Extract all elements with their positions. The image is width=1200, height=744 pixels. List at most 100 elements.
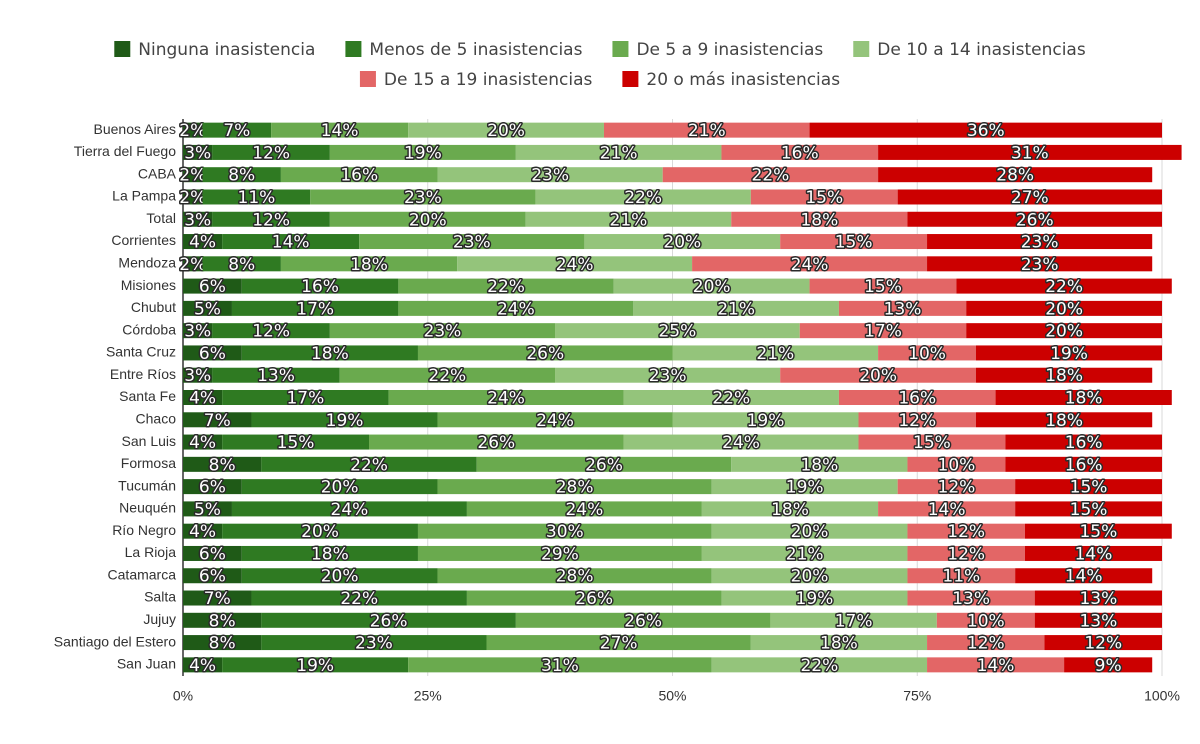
data-label: 2% (179, 166, 206, 186)
y-tick-label: Catamarca (108, 566, 177, 582)
data-label: 7% (204, 589, 231, 609)
data-label: 18% (771, 500, 809, 520)
data-label: 16% (301, 277, 339, 297)
data-label: 12% (947, 522, 985, 542)
bar-segment (721, 144, 879, 160)
data-label: 6% (199, 544, 226, 564)
bar-segment (809, 278, 957, 294)
bar-segment (927, 234, 1153, 250)
data-label: 26% (624, 611, 662, 631)
bar-segment (1024, 523, 1172, 539)
bar-segment (1015, 568, 1153, 584)
bar-segment (212, 323, 330, 339)
bar-segment (183, 211, 213, 227)
data-label: 21% (610, 210, 648, 230)
bar-segment (466, 501, 702, 517)
bar-segment (907, 456, 1006, 472)
data-label: 16% (781, 143, 819, 163)
legend-label: De 5 a 9 inasistencias (636, 40, 823, 60)
bar-segment (183, 167, 203, 183)
bar-segment (261, 456, 477, 472)
data-label: 12% (938, 478, 976, 498)
bar-segment (907, 590, 1035, 606)
data-label: 6% (199, 567, 226, 587)
bar-segment (535, 189, 751, 205)
bar-segment (623, 390, 839, 405)
bar-segment (329, 211, 526, 227)
bar-segment (966, 300, 1162, 316)
bar-segment (241, 545, 418, 561)
bar-segment (183, 122, 203, 138)
data-label: 11% (942, 567, 980, 587)
bar-segment (995, 390, 1172, 405)
data-label: 19% (296, 656, 334, 676)
data-label: 15% (1079, 522, 1117, 542)
legend-label: De 10 a 14 inasistencias (877, 40, 1086, 60)
data-label: 19% (1050, 344, 1088, 364)
bar-segment (750, 635, 928, 651)
data-label: 16% (1065, 433, 1103, 453)
bar-segment (515, 144, 722, 160)
bar-segment (799, 323, 967, 339)
data-label: 27% (600, 634, 638, 654)
bar-segment (975, 412, 1153, 428)
legend-swatch (853, 41, 870, 57)
bar-segment (907, 211, 1162, 227)
data-label: 24% (536, 411, 574, 431)
bar-segment (183, 412, 252, 428)
bar-segment (1044, 635, 1162, 651)
bar-segment (202, 256, 281, 272)
data-label: 22% (428, 366, 466, 386)
data-label: 20% (1045, 322, 1083, 342)
bar-segment (231, 300, 399, 316)
y-tick-label: Chaco (136, 410, 177, 426)
bar-segment (183, 590, 252, 606)
data-label: 19% (747, 411, 785, 431)
bar-segment (251, 590, 467, 606)
bar-segment (662, 167, 879, 183)
y-tick-label: Entre Ríos (110, 366, 176, 382)
legend-label: De 15 a 19 inasistencias (384, 70, 593, 90)
bar-segment (417, 545, 702, 561)
data-label: 23% (531, 166, 569, 186)
data-label: 12% (252, 322, 290, 342)
data-label: 18% (350, 255, 388, 275)
bar-segment (711, 657, 928, 673)
y-tick-label: Chubut (131, 299, 176, 315)
bar-segment (975, 345, 1162, 361)
bar-segment (476, 456, 732, 472)
data-label: 20% (693, 277, 731, 297)
bar-segment (623, 434, 859, 450)
data-label: 8% (209, 634, 236, 654)
data-label: 21% (717, 299, 755, 319)
bar-segment (212, 367, 340, 383)
data-label: 18% (1045, 411, 1083, 431)
bar-segment (417, 345, 673, 361)
data-label: 23% (1021, 233, 1059, 253)
data-label: 23% (355, 634, 393, 654)
bar-segment (613, 278, 810, 294)
y-tick-label: Mendoza (118, 255, 176, 271)
bar-segment (907, 523, 1025, 539)
bar-segment (809, 122, 1162, 138)
data-label: 5% (194, 500, 221, 520)
data-label: 27% (1011, 188, 1049, 208)
data-label: 15% (277, 433, 315, 453)
bar-segment (515, 612, 771, 628)
data-label: 20% (791, 522, 829, 542)
data-label: 15% (1070, 478, 1108, 498)
bar-segment (241, 345, 418, 361)
bar-segment (183, 300, 232, 316)
y-tick-label: La Rioja (125, 544, 177, 560)
legend-swatch (612, 41, 629, 57)
data-label: 28% (996, 166, 1034, 186)
bar-segment (222, 657, 409, 673)
y-tick-label: Salta (144, 589, 176, 605)
bar-segment (388, 390, 624, 405)
data-label: 14% (928, 500, 966, 520)
bar-segment (398, 300, 634, 316)
bar-segment (1024, 545, 1162, 561)
data-label: 23% (404, 188, 442, 208)
data-label: 18% (1045, 366, 1083, 386)
bar-segment (183, 390, 223, 405)
